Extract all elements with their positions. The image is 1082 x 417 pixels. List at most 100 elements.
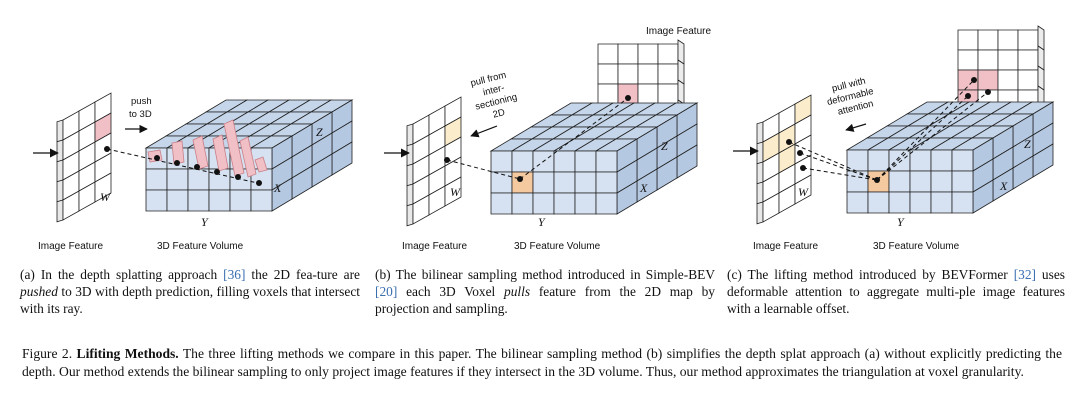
top-image-cell [977, 69, 999, 91]
voxel-front-cell [187, 168, 210, 191]
top-image-cell [617, 63, 639, 85]
panel-b: pull from inter- sectioning 2D W Y X Z I… [384, 26, 711, 252]
panel-b-axis-y: Y [538, 215, 546, 229]
voxel-front-cell [909, 170, 932, 193]
panel-b-top-image-label: Image Feature [646, 26, 711, 37]
voxel-front-cell [888, 170, 911, 193]
voxel-front-cell [846, 191, 869, 214]
voxel-front-cell [490, 192, 513, 215]
image-plane-edge [406, 203, 414, 227]
image-plane-edge [406, 143, 414, 167]
image-plane-edge [56, 179, 64, 203]
panel-c-image-plane [756, 94, 812, 225]
panel-c-axis-y: Y [897, 215, 905, 229]
top-image-cell [657, 63, 679, 85]
top-image-cell [977, 49, 999, 71]
voxel-front-cell [208, 189, 231, 212]
panel-a-axis-z: Z [316, 125, 323, 139]
ref-32-link[interactable]: [32] [1013, 267, 1036, 282]
voxel-front-cell [490, 150, 513, 173]
voxel-front-cell [574, 171, 597, 194]
panel-c-annotation: pull with deformable attention [826, 76, 875, 118]
ref-20-link[interactable]: [20] [375, 284, 398, 300]
panel-b-axis-z: Z [661, 139, 668, 153]
top-image-cell [597, 43, 619, 65]
subcaption-b: (b) The bilinear sampling method introdu… [375, 267, 715, 317]
image-plane-edge [756, 141, 764, 165]
top-image-cell [1017, 29, 1039, 51]
voxel-front-cell [229, 189, 252, 212]
top-image-cell [597, 83, 619, 105]
voxel-front-cell [250, 189, 273, 212]
voxel-front-cell [553, 192, 576, 215]
panel-c-axis-w: W [798, 185, 809, 199]
image-plane-edge [56, 199, 64, 223]
panel-c: pull with deformable attention W Y X Z I… [733, 25, 1055, 252]
voxel-front-cell [846, 149, 869, 172]
panel-b-image-label: Image Feature [402, 241, 467, 252]
voxel-front-cell [511, 171, 534, 194]
panel-b-annotation-line-2: inter- [482, 82, 506, 98]
image-plane-edge [756, 121, 764, 145]
voxel-front-cell [511, 192, 534, 215]
voxel-front-cell [909, 191, 932, 214]
top-image-cell [657, 83, 679, 105]
panel-b-feature-volume [489, 102, 699, 215]
image-plane-edge [56, 139, 64, 163]
voxel-front-cell [930, 170, 953, 193]
panel-a-volume-label: 3D Feature Volume [157, 241, 244, 252]
panel-c-axis-x: X [999, 179, 1008, 193]
image-plane-edge [756, 161, 764, 185]
top-image-cell [617, 43, 639, 65]
voxel-front-cell [553, 171, 576, 194]
top-image-cell [957, 29, 979, 51]
top-image-cell [597, 63, 619, 85]
panel-a-ray [104, 146, 263, 186]
top-image-cell [637, 63, 659, 85]
panel-c-feature-volume [845, 101, 1055, 214]
top-image-cell [637, 43, 659, 65]
panel-b-pull-arrow [470, 125, 498, 138]
panel-c-attention-lines [786, 77, 991, 183]
panel-a-annotation-line-1: push [131, 96, 152, 107]
subcaption-c: (c) The lifting method introduced by BEV… [727, 267, 1065, 317]
top-image-cell [957, 49, 979, 71]
voxel-front-cell [145, 168, 168, 191]
image-feature-cell [94, 172, 112, 203]
voxel-front-cell [930, 149, 953, 172]
image-plane-edge [406, 123, 414, 147]
voxel-front-cell [553, 150, 576, 173]
panel-a-depth-bars [147, 119, 268, 178]
figure-caption-label: Figure 2. [22, 346, 73, 361]
image-feature-cell [794, 174, 812, 205]
top-image-cell [1017, 69, 1039, 91]
subcaption-a: (a) In the depth splatting approach [36]… [20, 267, 360, 317]
panel-b-volume-label: 3D Feature Volume [514, 241, 601, 252]
voxel-front-cell [166, 168, 189, 191]
voxel-front-cell [951, 149, 974, 172]
image-plane-edge [756, 181, 764, 205]
panel-a: push to 3D W Y X Z Image Feature 3D Feat… [33, 92, 354, 252]
panel-b-axis-x: X [639, 181, 648, 195]
voxel-front-cell [145, 189, 168, 212]
voxel-front-cell [532, 192, 555, 215]
panel-a-annotation-line-2: to 3D [129, 109, 152, 120]
figure-caption-title: Lifiting Methods. [76, 346, 179, 361]
panel-c-top-image [957, 25, 1045, 111]
panel-b-annotation: pull from inter- sectioning 2D [469, 70, 518, 121]
voxel-front-cell [867, 191, 890, 214]
voxel-front-cell [888, 149, 911, 172]
panel-c-pull-arrow [845, 123, 867, 132]
voxel-front-cell [595, 171, 618, 194]
voxel-front-cell [951, 191, 974, 214]
panel-a-image-label: Image Feature [38, 241, 103, 252]
figure-caption-text: The three lifting methods we compare in … [22, 346, 1062, 380]
panel-a-axis-y: Y [201, 215, 209, 229]
panel-b-sampling-lines [444, 95, 631, 182]
panel-a-axis-x: X [273, 181, 282, 195]
voxel-front-cell [867, 149, 890, 172]
panel-c-image-label: Image Feature [753, 241, 818, 252]
voxel-front-cell [574, 150, 597, 173]
ref-36-link[interactable]: [36] [223, 267, 246, 282]
voxel-front-cell [846, 170, 869, 193]
